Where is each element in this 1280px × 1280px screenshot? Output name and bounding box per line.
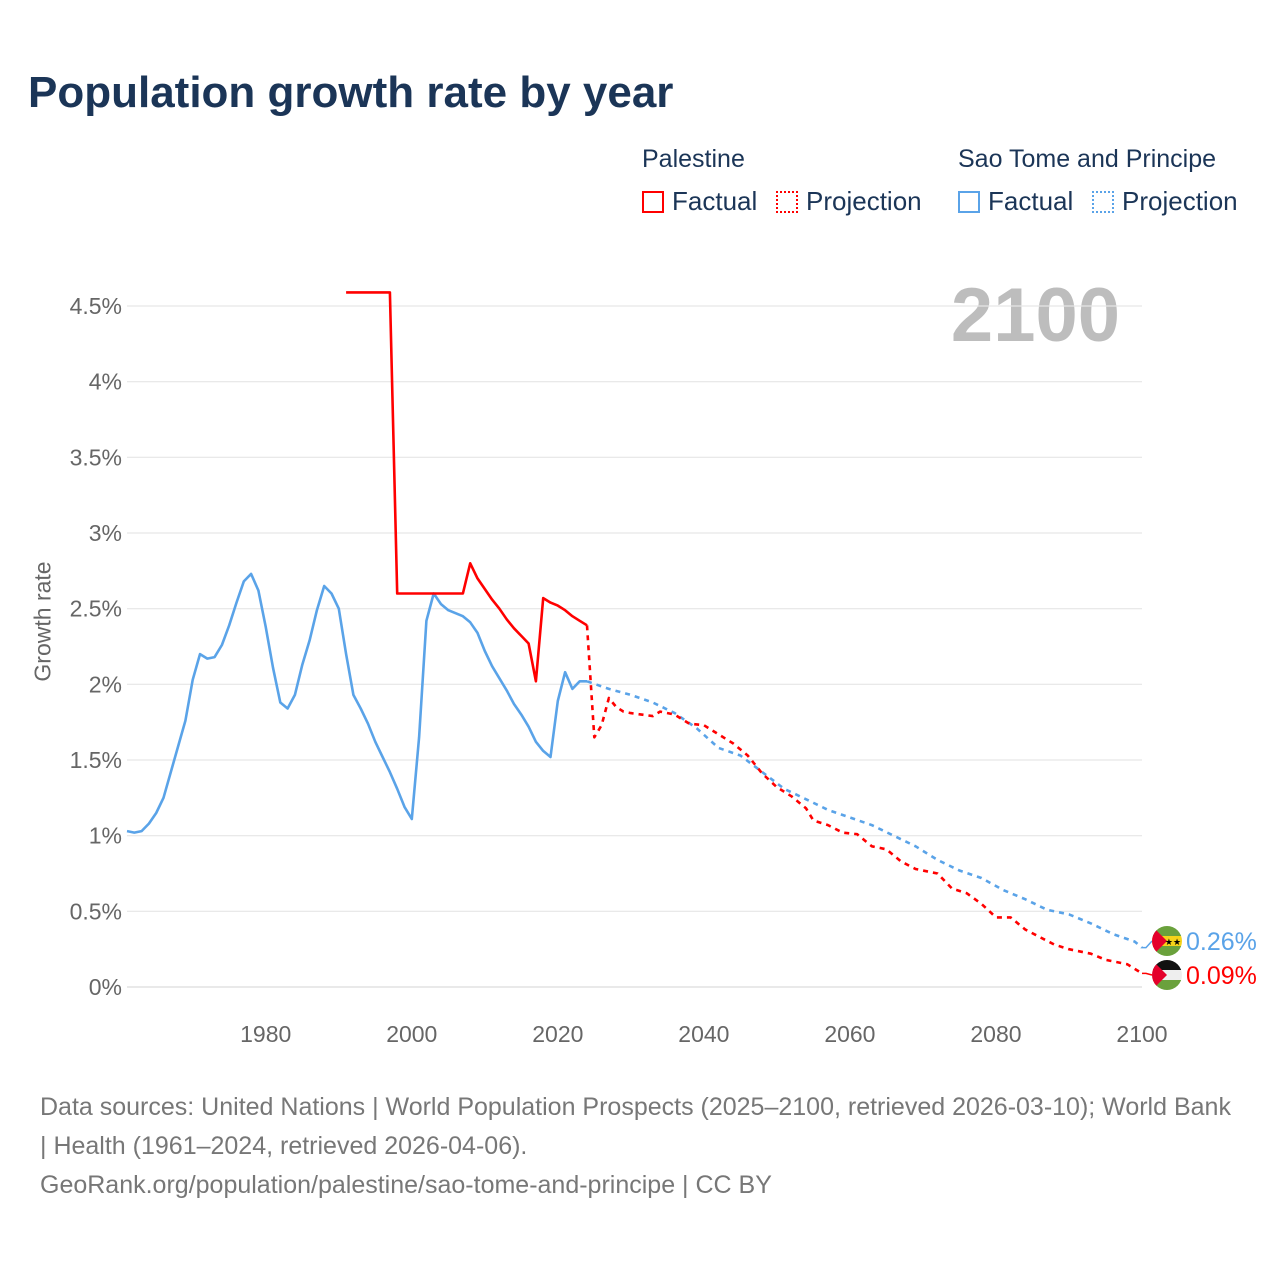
leader-line [1142, 972, 1153, 976]
legend-group-sao-tome: Sao Tome and Principe [958, 145, 1217, 173]
legend-label: Projection [1122, 186, 1238, 216]
svg-text:★★: ★★ [1165, 937, 1181, 947]
data-sources: Data sources: United Nations | World Pop… [40, 1093, 1231, 1160]
x-tick-label: 2000 [386, 1021, 437, 1047]
legend-label: Projection [806, 186, 922, 216]
y-tick-label: 2.5% [70, 596, 122, 622]
y-tick-label: 0.5% [70, 898, 122, 924]
x-tick-label: 2100 [1116, 1021, 1167, 1047]
series-line-palestine-factual [346, 291, 588, 683]
legend-palestine-projection[interactable]: Projection [776, 186, 922, 217]
solid-swatch-icon [642, 190, 664, 213]
end-value-label: 0.26% [1186, 928, 1257, 956]
sao-tome-flag-icon: ★★ [1152, 926, 1182, 956]
leader-line [1142, 940, 1153, 949]
x-tick-label: 2080 [970, 1021, 1021, 1047]
y-tick-label: 4.5% [70, 293, 122, 319]
legend-group-palestine: Palestine [642, 145, 745, 173]
dotted-swatch-icon [1092, 190, 1114, 213]
legend-sao-tome-projection[interactable]: Projection [1092, 186, 1238, 217]
x-tick-label: 2060 [824, 1021, 875, 1047]
x-tick-label: 2040 [678, 1021, 729, 1047]
footer: Data sources: United Nations | World Pop… [40, 1088, 1240, 1205]
y-tick-label: 3% [89, 520, 122, 546]
source-link[interactable]: GeoRank.org/population/palestine/sao-tom… [40, 1171, 772, 1199]
y-tick-label: 1.5% [70, 747, 122, 773]
y-tick-label: 1% [89, 823, 122, 849]
y-tick-label: 3.5% [70, 444, 122, 470]
series-line-sao-tome-and-principe-projection [586, 680, 1143, 949]
legend-sao-tome-factual[interactable]: Factual [958, 186, 1073, 217]
legend-label: Factual [988, 186, 1074, 216]
series-line-palestine-projection [585, 625, 1143, 975]
series-line-sao-tome-and-principe-factual [126, 572, 587, 834]
palestine-flag-icon [1152, 960, 1182, 990]
y-tick-label: 2% [89, 671, 122, 697]
legend-palestine-factual[interactable]: Factual [642, 186, 757, 217]
dotted-swatch-icon [776, 190, 798, 213]
y-tick-label: 0% [89, 974, 122, 1000]
end-value-label: 0.09% [1186, 962, 1257, 990]
solid-swatch-icon [958, 190, 980, 213]
x-tick-label: 2020 [532, 1021, 583, 1047]
y-tick-label: 4% [89, 369, 122, 395]
chart-title: Population growth rate by year [28, 68, 674, 117]
current-year-label: 2100 [950, 273, 1120, 358]
legend-label: Factual [672, 186, 758, 216]
x-tick-label: 1980 [240, 1021, 291, 1047]
